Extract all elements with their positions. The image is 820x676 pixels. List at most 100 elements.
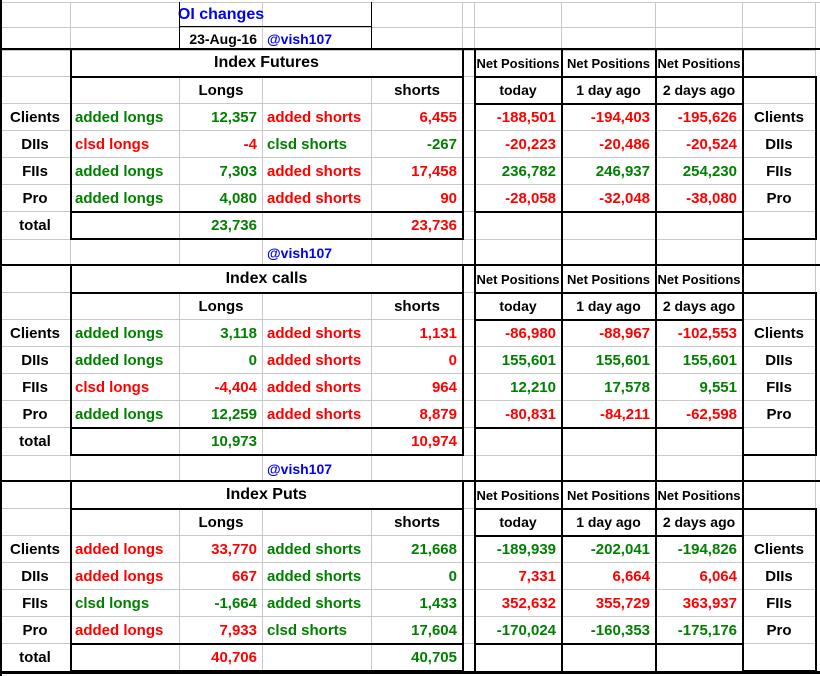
empty-cell[interactable] — [743, 509, 816, 536]
action-cell[interactable]: added longs — [71, 347, 180, 374]
empty-cell[interactable] — [263, 212, 372, 240]
total-value-cell[interactable]: 10,973 — [180, 428, 263, 456]
empty-cell[interactable] — [743, 644, 816, 672]
net-value-cell[interactable]: -20,486 — [562, 131, 656, 158]
action-cell[interactable]: added shorts — [263, 590, 372, 617]
net-value-cell[interactable]: 7,331 — [475, 563, 562, 590]
action-cell[interactable]: added longs — [71, 158, 180, 185]
empty-cell[interactable] — [463, 3, 475, 28]
row-label-cell[interactable]: Clients — [0, 104, 71, 131]
action-cell[interactable]: added longs — [71, 401, 180, 428]
action-cell[interactable]: clsd longs — [71, 374, 180, 401]
empty-cell[interactable] — [475, 644, 562, 672]
net-value-cell[interactable]: 254,230 — [656, 158, 743, 185]
row-label-right-cell[interactable]: DIIs — [743, 131, 816, 158]
empty-cell[interactable] — [562, 28, 656, 51]
total-value-cell[interactable]: 10,974 — [372, 428, 463, 456]
empty-cell[interactable] — [263, 293, 372, 320]
empty-cell[interactable] — [0, 266, 71, 293]
net-value-cell[interactable]: -86,980 — [475, 320, 562, 347]
net-value-cell[interactable]: -102,553 — [656, 320, 743, 347]
total-value-cell[interactable]: 40,705 — [372, 644, 463, 672]
empty-cell[interactable] — [0, 293, 71, 320]
total-label-cell[interactable]: total — [0, 644, 71, 672]
empty-cell[interactable] — [475, 240, 562, 266]
value-cell[interactable]: -4,404 — [180, 374, 263, 401]
net-value-cell[interactable]: -88,967 — [562, 320, 656, 347]
net-value-cell[interactable]: 236,782 — [475, 158, 562, 185]
action-cell[interactable]: clsd longs — [71, 590, 180, 617]
empty-cell[interactable] — [475, 212, 562, 240]
row-label-right-cell[interactable]: Clients — [743, 536, 816, 563]
net-value-cell[interactable]: -62,598 — [656, 401, 743, 428]
net-value-cell[interactable]: -38,080 — [656, 185, 743, 212]
total-label-cell[interactable]: total — [0, 212, 71, 240]
empty-cell[interactable] — [71, 212, 180, 240]
value-cell[interactable]: 667 — [180, 563, 263, 590]
total-label-cell[interactable]: total — [0, 428, 71, 456]
value-cell[interactable]: 17,458 — [372, 158, 463, 185]
empty-cell[interactable] — [0, 240, 71, 266]
empty-cell[interactable] — [656, 456, 743, 482]
row-label-right-cell[interactable]: Pro — [743, 617, 816, 644]
net-value-cell[interactable]: 9,551 — [656, 374, 743, 401]
empty-cell[interactable] — [180, 456, 263, 482]
row-label-right-cell[interactable]: Clients — [743, 104, 816, 131]
empty-cell[interactable] — [0, 509, 71, 536]
empty-cell[interactable] — [180, 240, 263, 266]
empty-cell[interactable] — [263, 428, 372, 456]
row-label-cell[interactable]: DIIs — [0, 347, 71, 374]
value-cell[interactable]: 33,770 — [180, 536, 263, 563]
row-label-right-cell[interactable]: DIIs — [743, 347, 816, 374]
row-label-right-cell[interactable]: FIIs — [743, 374, 816, 401]
action-cell[interactable]: clsd longs — [71, 131, 180, 158]
row-label-cell[interactable]: DIIs — [0, 563, 71, 590]
value-cell[interactable]: 0 — [180, 347, 263, 374]
empty-cell[interactable] — [71, 293, 180, 320]
empty-cell[interactable] — [475, 28, 562, 51]
net-value-cell[interactable]: -170,024 — [475, 617, 562, 644]
net-value-cell[interactable]: 155,601 — [656, 347, 743, 374]
value-cell[interactable]: -267 — [372, 131, 463, 158]
row-label-right-cell[interactable]: Pro — [743, 401, 816, 428]
action-cell[interactable]: added longs — [71, 320, 180, 347]
net-value-cell[interactable]: 12,210 — [475, 374, 562, 401]
row-label-cell[interactable]: FIIs — [0, 374, 71, 401]
row-label-right-cell[interactable]: FIIs — [743, 590, 816, 617]
empty-cell[interactable] — [263, 77, 372, 104]
net-value-cell[interactable]: -194,403 — [562, 104, 656, 131]
empty-cell[interactable] — [656, 3, 743, 28]
empty-cell[interactable] — [656, 428, 743, 456]
empty-cell[interactable] — [475, 3, 562, 28]
value-cell[interactable]: 90 — [372, 185, 463, 212]
empty-cell[interactable] — [562, 644, 656, 672]
empty-cell[interactable] — [656, 240, 743, 266]
value-cell[interactable]: -4 — [180, 131, 263, 158]
empty-cell[interactable] — [263, 644, 372, 672]
value-cell[interactable]: 4,080 — [180, 185, 263, 212]
value-cell[interactable]: 7,933 — [180, 617, 263, 644]
net-value-cell[interactable]: -80,831 — [475, 401, 562, 428]
empty-cell[interactable] — [372, 3, 463, 28]
value-cell[interactable]: 1,433 — [372, 590, 463, 617]
empty-cell[interactable] — [743, 3, 816, 28]
empty-cell[interactable] — [743, 28, 816, 51]
empty-cell[interactable] — [0, 77, 71, 104]
empty-cell[interactable] — [562, 428, 656, 456]
net-value-cell[interactable]: 17,578 — [562, 374, 656, 401]
net-value-cell[interactable]: 355,729 — [562, 590, 656, 617]
net-value-cell[interactable]: 6,664 — [562, 563, 656, 590]
net-value-cell[interactable]: -84,211 — [562, 401, 656, 428]
value-cell[interactable]: 1,131 — [372, 320, 463, 347]
net-value-cell[interactable]: -195,626 — [656, 104, 743, 131]
net-value-cell[interactable]: 6,064 — [656, 563, 743, 590]
net-value-cell[interactable]: -194,826 — [656, 536, 743, 563]
total-value-cell[interactable]: 40,706 — [180, 644, 263, 672]
value-cell[interactable]: 3,118 — [180, 320, 263, 347]
empty-cell[interactable] — [71, 509, 180, 536]
action-cell[interactable]: clsd shorts — [263, 617, 372, 644]
action-cell[interactable]: added longs — [71, 563, 180, 590]
empty-cell[interactable] — [263, 509, 372, 536]
empty-cell[interactable] — [743, 428, 816, 456]
empty-cell[interactable] — [372, 456, 463, 482]
